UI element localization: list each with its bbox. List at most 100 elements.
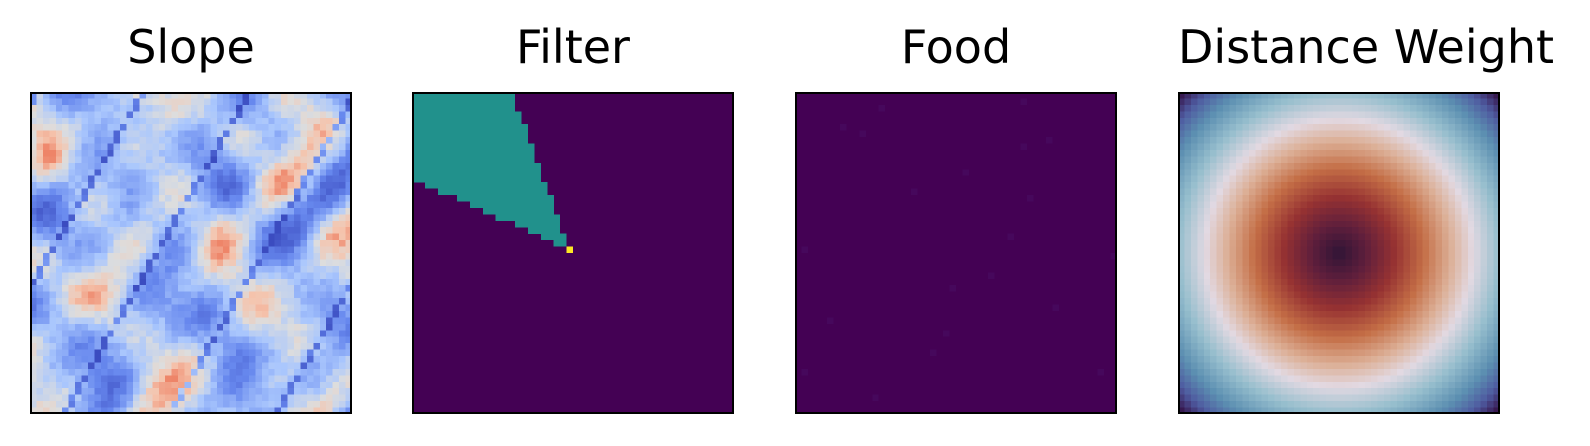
- distance-weight-cell: [1494, 189, 1500, 196]
- slope-cell: [346, 350, 352, 357]
- distance-weight-cell: [1223, 292, 1230, 299]
- slope-cell: [210, 388, 217, 395]
- slope-cell: [281, 356, 288, 363]
- distance-weight-cell: [1230, 298, 1237, 305]
- slope-cell: [88, 247, 95, 254]
- distance-weight-cell: [1403, 189, 1410, 196]
- distance-weight-cell: [1313, 350, 1320, 357]
- distance-weight-cell: [1384, 98, 1391, 105]
- distance-weight-cell: [1223, 118, 1230, 125]
- distance-weight-cell: [1442, 176, 1449, 183]
- filter-sector-cell: [502, 111, 509, 118]
- slope-cell: [94, 350, 101, 357]
- slope-cell: [94, 118, 101, 125]
- distance-weight-cell: [1429, 92, 1436, 99]
- distance-weight-cell: [1397, 292, 1404, 299]
- slope-cell: [178, 272, 185, 279]
- slope-cell: [346, 195, 352, 202]
- slope-cell: [49, 208, 56, 215]
- distance-weight-cell: [1339, 247, 1346, 254]
- distance-weight-cell: [1223, 182, 1230, 189]
- slope-cell: [49, 375, 56, 382]
- slope-cell: [114, 169, 121, 176]
- filter-sector-cell: [483, 118, 490, 125]
- distance-weight-cell: [1300, 150, 1307, 157]
- slope-cell: [288, 163, 295, 170]
- slope-cell: [320, 118, 327, 125]
- slope-cell: [230, 182, 237, 189]
- slope-cell: [127, 163, 134, 170]
- slope-cell: [43, 266, 50, 273]
- slope-cell: [217, 189, 224, 196]
- slope-cell: [30, 317, 37, 324]
- slope-cell: [146, 317, 153, 324]
- slope-cell: [346, 156, 352, 163]
- distance-weight-cell: [1352, 137, 1359, 144]
- slope-cell: [230, 253, 237, 260]
- distance-weight-cell: [1300, 92, 1307, 99]
- slope-cell: [185, 227, 192, 234]
- slope-cell: [346, 182, 352, 189]
- slope-cell: [294, 305, 301, 312]
- distance-weight-cell: [1262, 137, 1269, 144]
- distance-weight-cell: [1178, 169, 1185, 176]
- distance-weight-cell: [1184, 156, 1191, 163]
- filter-sector-cell: [541, 201, 548, 208]
- distance-weight-cell: [1307, 311, 1314, 318]
- slope-cell: [127, 92, 134, 99]
- distance-weight-cell: [1249, 234, 1256, 241]
- distance-weight-cell: [1217, 118, 1224, 125]
- distance-weight-cell: [1320, 343, 1327, 350]
- distance-weight-cell: [1333, 144, 1340, 151]
- slope-cell: [133, 234, 140, 241]
- distance-weight-cell: [1320, 324, 1327, 331]
- filter-sector-cell: [489, 201, 496, 208]
- slope-cell: [172, 350, 179, 357]
- slope-cell: [62, 240, 69, 247]
- slope-cell: [152, 279, 159, 286]
- slope-cell: [127, 227, 134, 234]
- distance-weight-cell: [1339, 182, 1346, 189]
- distance-weight-cell: [1255, 317, 1262, 324]
- slope-cell: [146, 163, 153, 170]
- slope-cell: [326, 356, 333, 363]
- slope-cell: [30, 201, 37, 208]
- slope-cell: [204, 253, 211, 260]
- slope-cell: [146, 137, 153, 144]
- slope-cell: [56, 362, 63, 369]
- slope-cell: [107, 131, 114, 138]
- slope-cell: [249, 369, 256, 376]
- distance-weight-cell: [1242, 343, 1249, 350]
- slope-cell: [346, 279, 352, 286]
- slope-cell: [300, 131, 307, 138]
- slope-cell: [178, 169, 185, 176]
- slope-cell: [88, 350, 95, 357]
- distance-weight-cell: [1236, 247, 1243, 254]
- distance-weight-cell: [1410, 247, 1417, 254]
- distance-weight-cell: [1204, 195, 1211, 202]
- distance-weight-cell: [1307, 337, 1314, 344]
- distance-weight-cell: [1384, 292, 1391, 299]
- distance-weight-cell: [1487, 124, 1494, 131]
- slope-cell: [101, 337, 108, 344]
- slope-cell: [36, 240, 43, 247]
- distance-weight-cell: [1262, 118, 1269, 125]
- distance-weight-cell: [1287, 150, 1294, 157]
- slope-cell: [191, 247, 198, 254]
- distance-weight-cell: [1275, 272, 1282, 279]
- distance-weight-cell: [1384, 137, 1391, 144]
- distance-weight-cell: [1487, 92, 1494, 99]
- distance-weight-cell: [1371, 343, 1378, 350]
- distance-weight-cell: [1442, 189, 1449, 196]
- filter-sector-cell: [476, 118, 483, 125]
- slope-cell: [236, 259, 243, 266]
- slope-cell: [43, 176, 50, 183]
- slope-cell: [275, 98, 282, 105]
- slope-cell: [75, 111, 82, 118]
- slope-cell: [262, 330, 269, 337]
- distance-weight-cell: [1365, 324, 1372, 331]
- slope-cell: [223, 163, 230, 170]
- slope-cell: [30, 343, 37, 350]
- slope-cell: [69, 266, 76, 273]
- slope-cell: [268, 292, 275, 299]
